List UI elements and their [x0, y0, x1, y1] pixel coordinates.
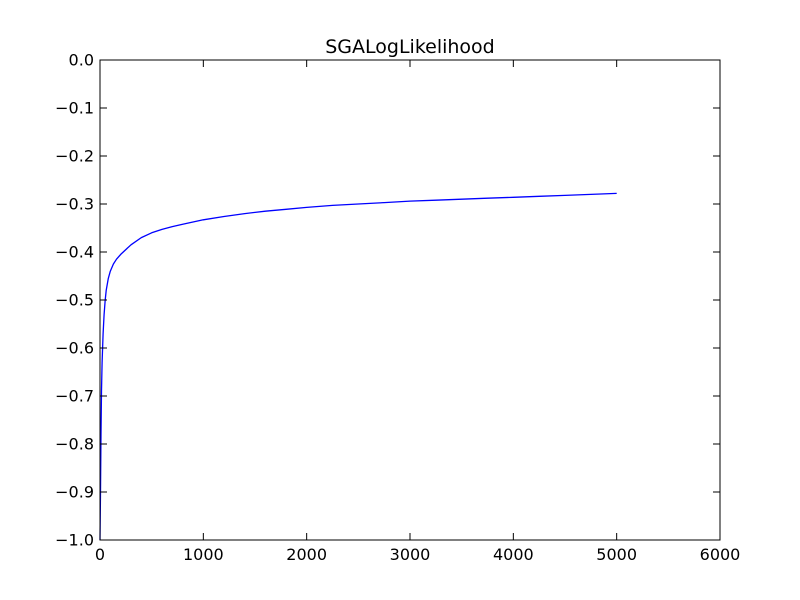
- x-tick-label: 3000: [390, 545, 431, 564]
- x-tick-label: 2000: [286, 545, 327, 564]
- x-tick-label: 0: [95, 545, 105, 564]
- y-tick-label: −0.2: [55, 147, 94, 166]
- series-line: [99, 192, 617, 541]
- y-tick-label: −0.5: [55, 291, 94, 310]
- y-tick-label: −0.4: [55, 243, 94, 262]
- y-tick-label: −0.1: [55, 99, 94, 118]
- y-tick-label: −0.3: [55, 195, 94, 214]
- x-tick-label: 5000: [596, 545, 637, 564]
- y-tick-label: −0.7: [55, 387, 94, 406]
- x-tick-label: 6000: [700, 545, 741, 564]
- plot-area: [99, 192, 617, 541]
- chart-title: SGALogLikelihood: [325, 36, 495, 58]
- y-tick-label: −0.9: [55, 483, 94, 502]
- plot-frame: [99, 59, 721, 541]
- x-tick-label: 4000: [493, 545, 534, 564]
- y-tick-label: −0.8: [55, 435, 94, 454]
- y-tick-label: −0.6: [55, 339, 94, 358]
- x-tick-label: 1000: [183, 545, 224, 564]
- y-axis: 0.0 −0.1 −0.2 −0.3 −0.4 −0.5 −0.6 −0.7 −0.8 −0.9 −…: [55, 51, 720, 550]
- y-tick-label: −1.0: [55, 531, 94, 550]
- y-tick-label: 0.0: [69, 51, 94, 70]
